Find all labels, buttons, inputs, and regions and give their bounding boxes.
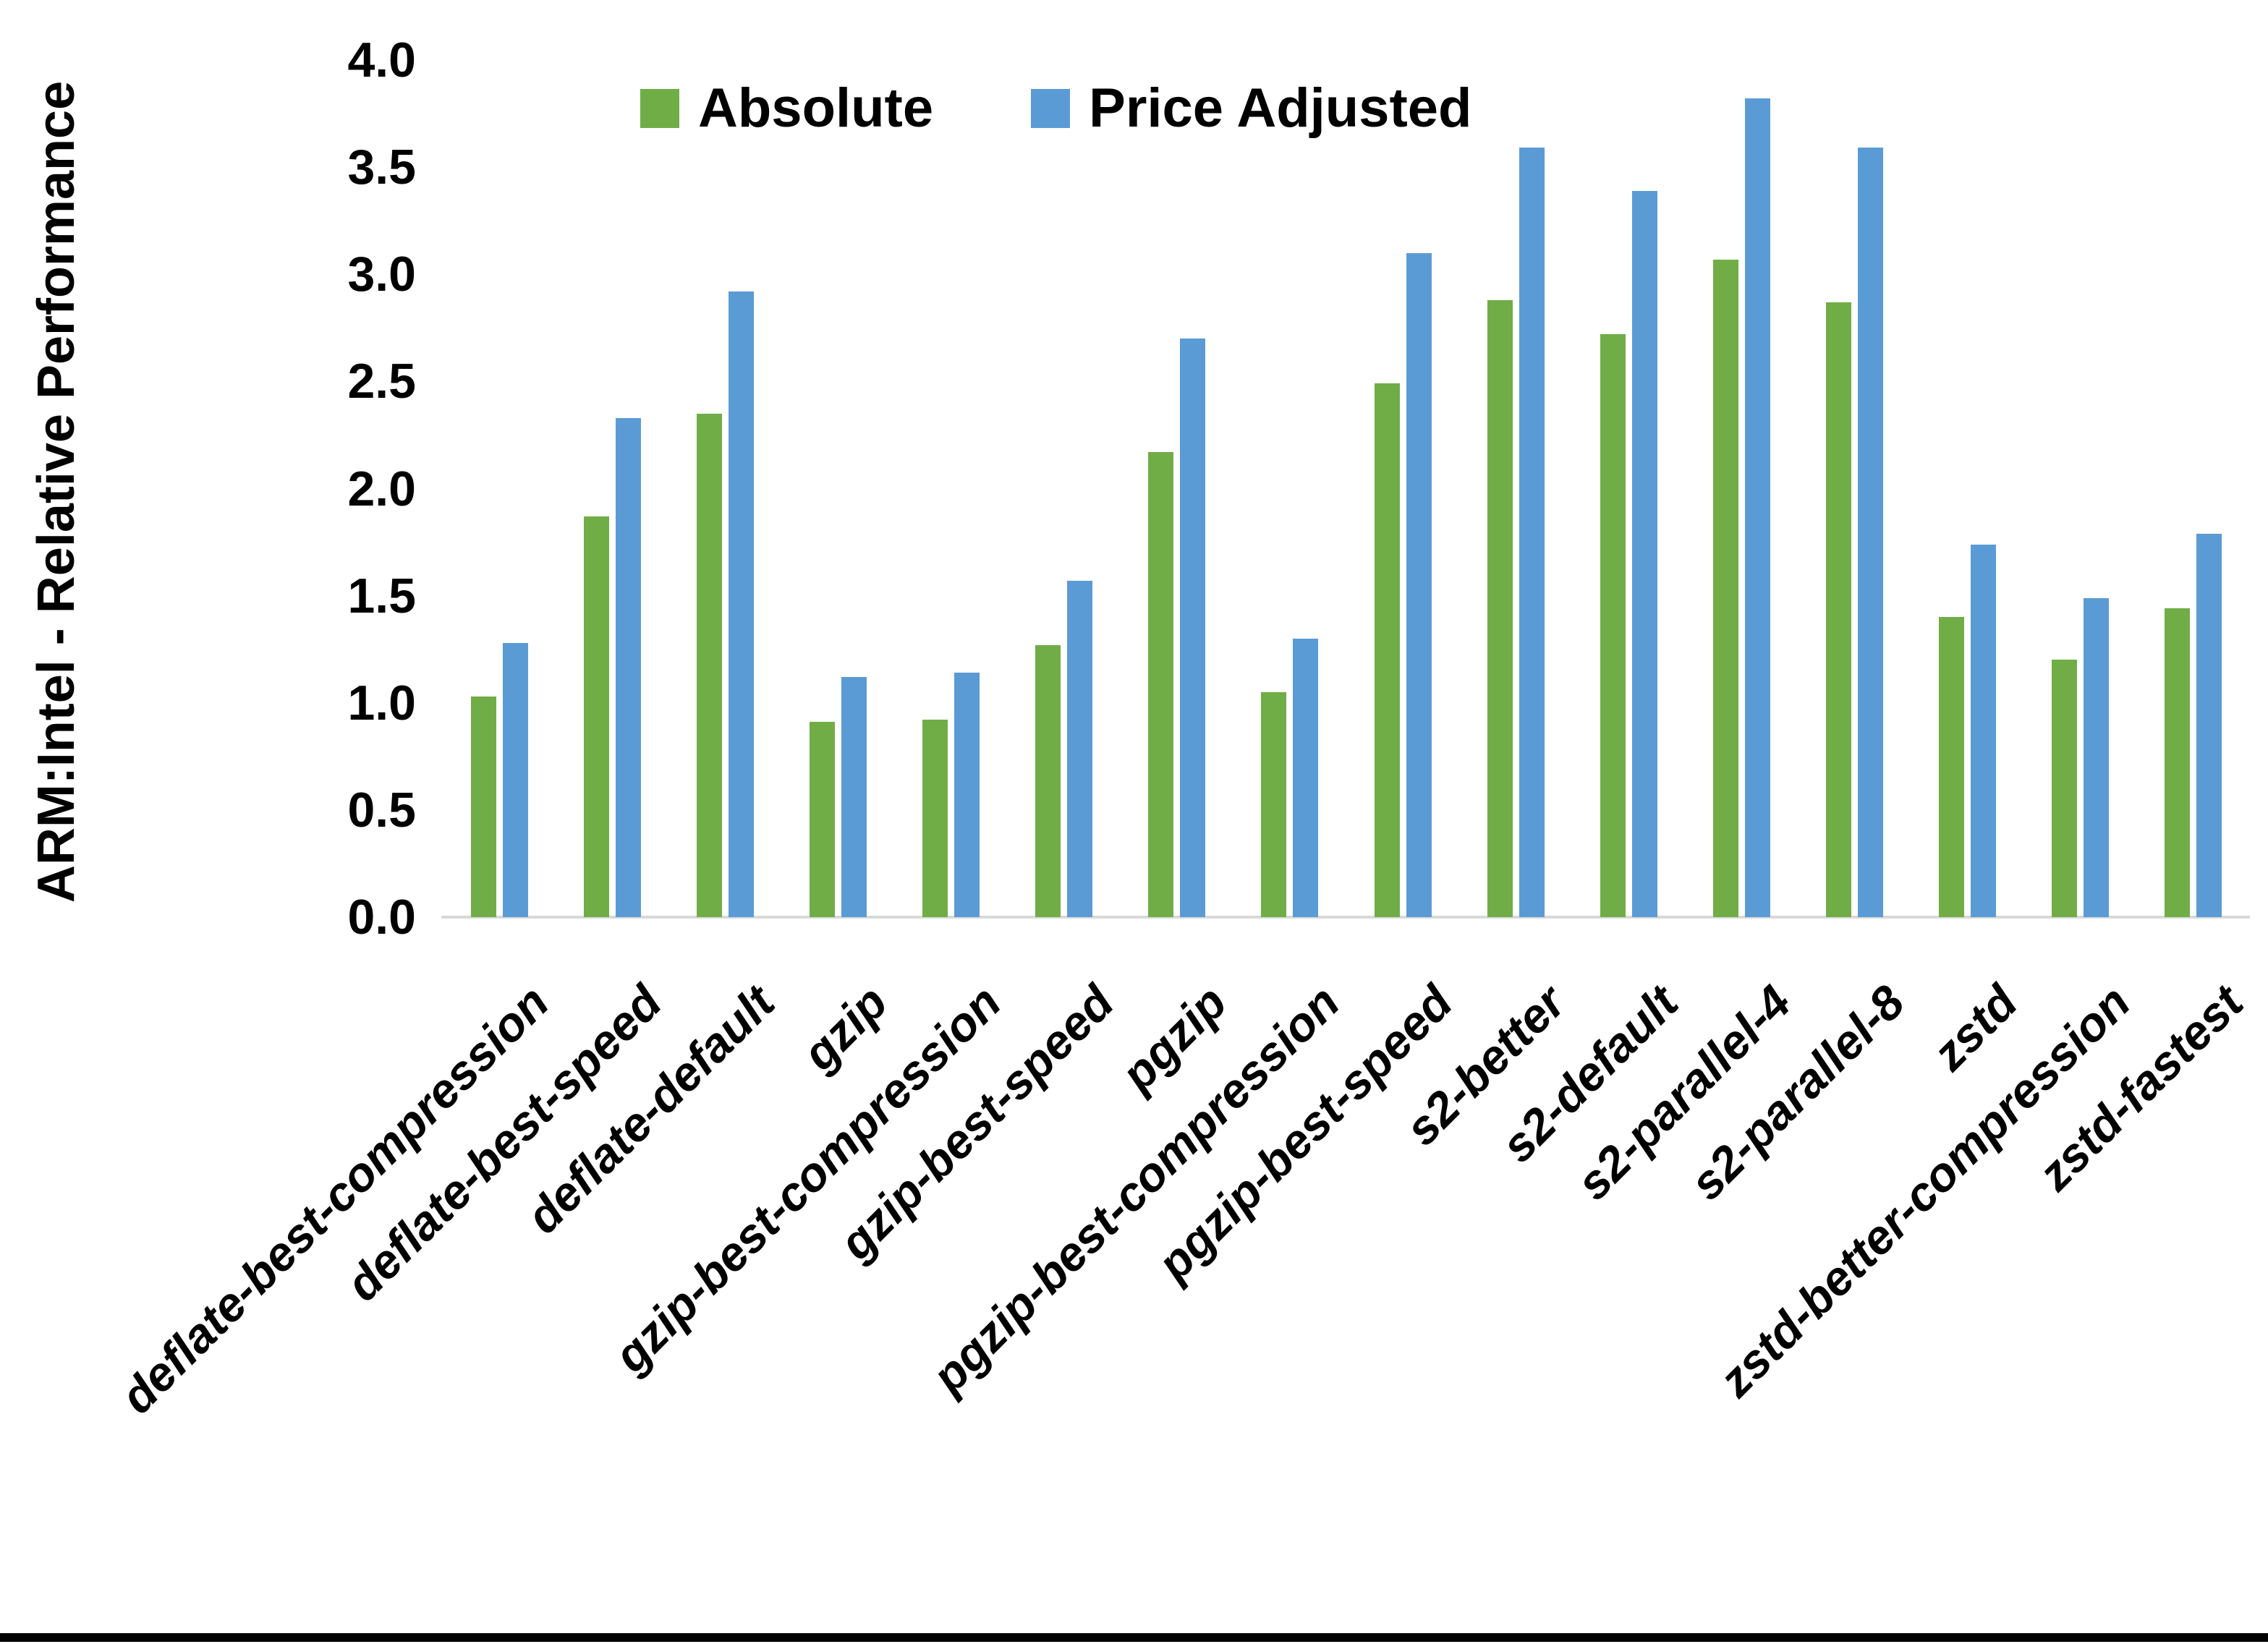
- y-tick-label-2-5: 2.5: [347, 354, 416, 409]
- bar-group-s2-better: [1459, 60, 1572, 917]
- bar-group-pgzip: [1121, 60, 1233, 917]
- bar-group-pgzip-best-compression: [1233, 60, 1346, 917]
- bar-absolute-gzip: [809, 722, 835, 917]
- bar-group-s2-parallel-4: [1685, 60, 1798, 917]
- bar-group-gzip-best-compression: [895, 60, 1008, 917]
- bar-absolute-pgzip: [1148, 452, 1174, 917]
- bar-group-zstd-fastest: [2137, 60, 2250, 917]
- bar-absolute-s2-better: [1487, 300, 1513, 917]
- bar-price-adjusted-pgzip: [1180, 338, 1206, 917]
- bar-absolute-deflate-best-compression: [470, 697, 496, 917]
- bar-price-adjusted-pgzip-best-compression: [1293, 639, 1319, 917]
- bar-price-adjusted-s2-default: [1631, 191, 1657, 917]
- y-tick-label-2-0: 2.0: [347, 461, 416, 516]
- legend-label-absolute: Absolute: [698, 77, 934, 139]
- bar-price-adjusted-zstd-fastest: [2196, 534, 2222, 917]
- bar-absolute-zstd-better-compression: [2052, 660, 2078, 917]
- bar-absolute-deflate-default: [696, 414, 722, 917]
- bar-price-adjusted-gzip: [841, 677, 867, 917]
- y-tick-label-3-0: 3.0: [347, 247, 416, 302]
- y-tick-label-1-0: 1.0: [347, 675, 416, 731]
- bar-group-deflate-best-compression: [443, 60, 556, 917]
- bar-group-pgzip-best-speed: [1346, 60, 1459, 917]
- bar-group-gzip-best-speed: [1008, 60, 1121, 917]
- bar-price-adjusted-gzip-best-speed: [1067, 581, 1093, 917]
- y-tick-label-1-5: 1.5: [347, 568, 416, 623]
- legend-label-price-adjusted: Price Adjusted: [1089, 77, 1472, 139]
- legend: Absolute Price Adjusted: [640, 81, 1471, 136]
- y-axis-title: ARM:Intel - Relative Performance: [27, 80, 85, 903]
- bar-absolute-s2-parallel-4: [1712, 260, 1738, 917]
- bar-price-adjusted-zstd: [1971, 545, 1997, 917]
- bar-price-adjusted-pgzip-best-speed: [1406, 253, 1432, 917]
- bar-price-adjusted-gzip-best-compression: [954, 673, 980, 917]
- bar-group-zstd-better-compression: [2024, 60, 2137, 917]
- bar-group-deflate-default: [668, 60, 781, 917]
- plot-area: [443, 60, 2250, 917]
- bar-price-adjusted-s2-parallel-4: [1744, 98, 1770, 917]
- bar-absolute-pgzip-best-speed: [1374, 383, 1400, 917]
- bar-group-s2-parallel-8: [1798, 60, 1911, 917]
- bar-absolute-s2-default: [1600, 334, 1626, 917]
- bar-absolute-gzip-best-compression: [922, 720, 948, 917]
- bar-absolute-pgzip-best-compression: [1261, 692, 1287, 917]
- legend-swatch-icon-absolute: [640, 89, 679, 128]
- bar-price-adjusted-s2-better: [1519, 148, 1545, 917]
- legend-item-price-adjusted: Price Adjusted: [1031, 81, 1471, 136]
- bar-price-adjusted-deflate-default: [728, 291, 754, 917]
- legend-item-absolute: Absolute: [640, 81, 933, 136]
- bar-group-deflate-best-speed: [556, 60, 668, 917]
- bar-group-s2-default: [1572, 60, 1685, 917]
- y-tick-label-3-5: 3.5: [347, 140, 416, 195]
- bar-price-adjusted-deflate-best-compression: [502, 643, 528, 917]
- bottom-edge-bar: [0, 1633, 2268, 1642]
- bar-absolute-gzip-best-speed: [1035, 645, 1061, 917]
- bar-group-zstd: [1911, 60, 2024, 917]
- y-tick-label-0-5: 0.5: [347, 782, 416, 838]
- bar-price-adjusted-deflate-best-speed: [615, 418, 641, 917]
- y-tick-label-4-0: 4.0: [347, 33, 416, 88]
- bar-price-adjusted-zstd-better-compression: [2084, 598, 2110, 917]
- x-axis-line: [441, 916, 2250, 919]
- bar-absolute-deflate-best-speed: [583, 516, 609, 917]
- bar-price-adjusted-s2-parallel-8: [1858, 148, 1884, 917]
- bar-absolute-s2-parallel-8: [1826, 302, 1852, 917]
- bar-absolute-zstd: [1939, 617, 1965, 917]
- bar-group-gzip: [781, 60, 894, 917]
- legend-swatch-icon-price-adjusted: [1031, 89, 1071, 128]
- bar-absolute-zstd-fastest: [2165, 608, 2191, 917]
- y-tick-label-0-0: 0.0: [347, 890, 416, 945]
